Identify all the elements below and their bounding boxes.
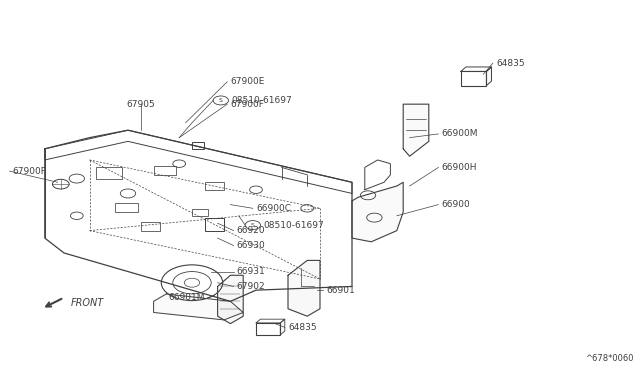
- Text: FRONT: FRONT: [70, 298, 104, 308]
- Bar: [115, 203, 138, 212]
- Text: 64835: 64835: [496, 59, 525, 68]
- Bar: [192, 142, 204, 149]
- Bar: [256, 323, 280, 335]
- Text: 67900E: 67900E: [230, 77, 265, 86]
- Polygon shape: [280, 319, 285, 335]
- Text: 08510-61697: 08510-61697: [263, 221, 324, 230]
- Text: 66900: 66900: [442, 200, 470, 209]
- Text: S: S: [251, 222, 255, 228]
- Bar: [192, 209, 208, 216]
- Text: 66900C: 66900C: [256, 204, 291, 213]
- Polygon shape: [218, 275, 243, 324]
- Text: 66900H: 66900H: [442, 163, 477, 172]
- Bar: [461, 71, 486, 86]
- Text: 66930: 66930: [237, 241, 266, 250]
- Bar: [205, 218, 224, 231]
- Text: S: S: [219, 98, 223, 103]
- Polygon shape: [288, 260, 320, 316]
- Bar: [96, 167, 122, 179]
- Bar: [141, 222, 160, 231]
- Text: 67902: 67902: [237, 282, 266, 291]
- Polygon shape: [486, 67, 492, 86]
- Text: 66931: 66931: [237, 267, 266, 276]
- Text: 66901M: 66901M: [168, 293, 205, 302]
- Text: 66900M: 66900M: [442, 129, 478, 138]
- Text: 66920: 66920: [237, 226, 266, 235]
- Text: 67900F: 67900F: [230, 100, 264, 109]
- Text: 67905: 67905: [127, 100, 155, 109]
- Text: 08510-61697: 08510-61697: [231, 96, 292, 105]
- Text: 67900F: 67900F: [13, 167, 47, 176]
- Text: ^678*0060: ^678*0060: [585, 354, 634, 363]
- Bar: [205, 182, 224, 190]
- Text: 66901: 66901: [326, 286, 355, 295]
- Bar: [154, 166, 176, 175]
- Text: 64835: 64835: [288, 323, 317, 332]
